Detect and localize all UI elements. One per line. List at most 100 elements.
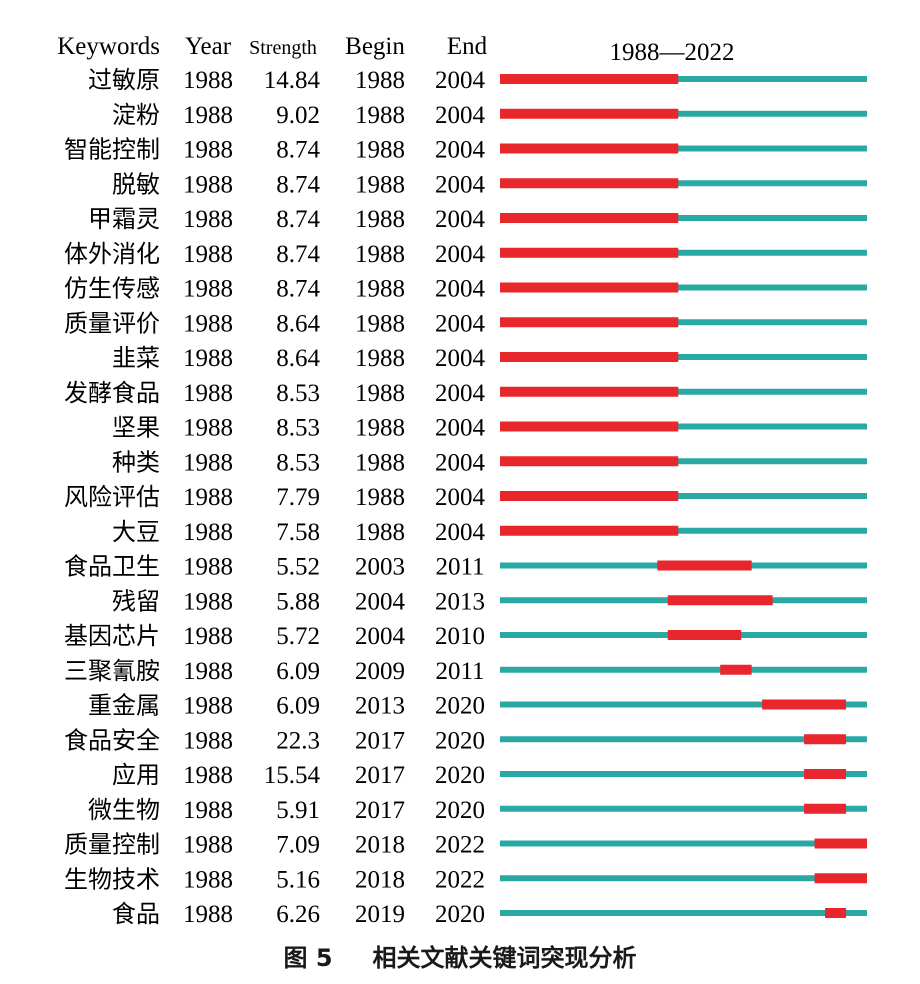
keyword-label: 大豆 xyxy=(112,518,160,546)
header-keywords: Keywords xyxy=(57,33,160,60)
burst-chart: Keywords Year Strength Begin End 1988—20… xyxy=(57,33,867,928)
timeline-baseline xyxy=(500,736,867,743)
year-value: 1988 xyxy=(183,241,233,268)
begin-value: 2018 xyxy=(355,866,405,893)
timeline-baseline xyxy=(500,527,867,534)
end-value: 2020 xyxy=(435,797,485,824)
keyword-label: 应用 xyxy=(112,761,160,789)
year-value: 1988 xyxy=(183,762,233,789)
year-value: 1988 xyxy=(183,588,233,615)
year-value: 1988 xyxy=(183,623,233,650)
table-row: 三聚氰胺 1988 6.09 2009 2011 xyxy=(64,657,867,685)
strength-value: 8.53 xyxy=(276,415,320,442)
begin-value: 2009 xyxy=(355,658,405,685)
keyword-label: 甲霜灵 xyxy=(88,205,160,233)
year-value: 1988 xyxy=(183,832,233,859)
begin-value: 1988 xyxy=(355,310,405,337)
table-row: 质量评价 1988 8.64 1988 2004 xyxy=(64,309,867,337)
strength-value: 8.74 xyxy=(276,206,320,233)
end-value: 2020 xyxy=(435,901,485,928)
begin-value: 1988 xyxy=(355,67,405,94)
keyword-label: 食品安全 xyxy=(64,726,160,754)
end-value: 2004 xyxy=(435,276,486,303)
strength-value: 8.74 xyxy=(276,171,320,198)
strength-value: 22.3 xyxy=(276,727,320,754)
year-value: 1988 xyxy=(183,866,233,893)
header-end: End xyxy=(447,33,488,60)
table-row: 微生物 1988 5.91 2017 2020 xyxy=(88,796,867,824)
timeline-baseline xyxy=(500,215,867,221)
burst-bar xyxy=(500,282,679,293)
timeline-baseline xyxy=(500,875,867,882)
table-row: 风险评估 1988 7.79 1988 2004 xyxy=(64,483,867,511)
timeline-baseline xyxy=(500,76,867,82)
begin-value: 2003 xyxy=(355,554,405,581)
begin-value: 2017 xyxy=(355,727,405,754)
timeline-baseline xyxy=(500,110,867,117)
burst-bar xyxy=(500,74,679,84)
year-value: 1988 xyxy=(183,449,233,476)
table-row: 甲霜灵 1988 8.74 1988 2004 xyxy=(88,205,867,233)
year-value: 1988 xyxy=(183,380,233,407)
year-value: 1988 xyxy=(183,727,233,754)
strength-value: 5.72 xyxy=(276,623,320,650)
timeline-baseline xyxy=(500,354,867,360)
begin-value: 2019 xyxy=(355,901,405,928)
timeline-baseline xyxy=(500,701,867,708)
keyword-label: 质量评价 xyxy=(64,309,160,337)
strength-value: 8.74 xyxy=(276,241,320,268)
strength-value: 5.88 xyxy=(276,588,320,615)
end-value: 2010 xyxy=(435,623,485,650)
strength-value: 5.91 xyxy=(276,797,320,824)
keyword-label: 韭菜 xyxy=(112,344,160,372)
end-value: 2004 xyxy=(435,137,486,164)
table-row: 过敏原 1988 14.84 1988 2004 xyxy=(88,66,867,94)
end-value: 2004 xyxy=(435,380,486,407)
end-value: 2011 xyxy=(435,658,484,685)
timeline-baseline xyxy=(500,319,867,326)
end-value: 2004 xyxy=(435,484,486,511)
end-value: 2004 xyxy=(435,241,486,268)
end-value: 2004 xyxy=(435,310,486,337)
year-value: 1988 xyxy=(183,171,233,198)
keyword-label: 食品 xyxy=(112,900,160,928)
table-row: 智能控制 1988 8.74 1988 2004 xyxy=(64,136,867,164)
header-year: Year xyxy=(185,33,232,60)
strength-value: 6.09 xyxy=(276,693,320,720)
year-value: 1988 xyxy=(183,310,233,337)
timeline-baseline xyxy=(500,805,867,812)
table-row: 食品安全 1988 22.3 2017 2020 xyxy=(64,726,867,754)
strength-value: 8.53 xyxy=(276,449,320,476)
burst-bar xyxy=(720,664,752,675)
strength-value: 15.54 xyxy=(264,762,321,789)
begin-value: 2017 xyxy=(355,797,405,824)
keyword-label: 脱敏 xyxy=(112,170,160,198)
caption-figure-number: 图 5 xyxy=(283,944,333,972)
timeline-baseline xyxy=(500,423,867,430)
year-value: 1988 xyxy=(183,797,233,824)
strength-value: 8.64 xyxy=(276,310,320,337)
table-row: 发酵食品 1988 8.53 1988 2004 xyxy=(64,379,867,407)
strength-value: 8.74 xyxy=(276,276,320,303)
table-row: 应用 1988 15.54 2017 2020 xyxy=(112,761,867,789)
keyword-label: 发酵食品 xyxy=(64,379,160,407)
year-value: 1988 xyxy=(183,276,233,303)
table-row: 食品卫生 1988 5.52 2003 2011 xyxy=(64,553,867,581)
year-value: 1988 xyxy=(183,658,233,685)
burst-bar xyxy=(500,386,679,397)
end-value: 2020 xyxy=(435,693,485,720)
burst-bar xyxy=(500,456,679,467)
year-value: 1988 xyxy=(183,137,233,164)
end-value: 2020 xyxy=(435,727,485,754)
strength-value: 8.53 xyxy=(276,380,320,407)
year-value: 1988 xyxy=(183,554,233,581)
end-value: 2004 xyxy=(435,345,486,372)
burst-bar xyxy=(500,421,679,432)
keyword-label: 质量控制 xyxy=(64,831,160,859)
year-value: 1988 xyxy=(183,415,233,442)
table-row: 韭菜 1988 8.64 1988 2004 xyxy=(112,344,867,372)
burst-bar xyxy=(667,595,773,606)
burst-bar xyxy=(814,838,867,849)
year-value: 1988 xyxy=(183,484,233,511)
end-value: 2022 xyxy=(435,832,485,859)
